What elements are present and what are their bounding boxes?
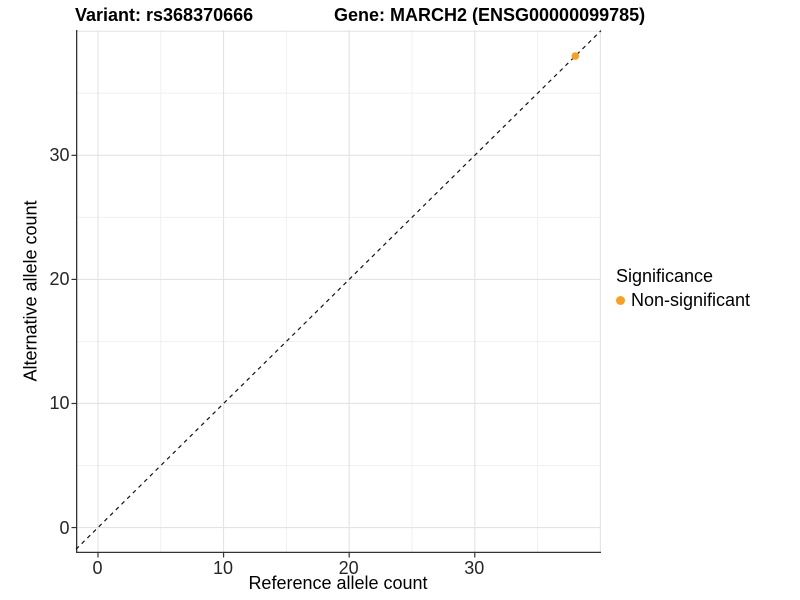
x-axis-title: Reference allele count — [248, 573, 428, 593]
legend-item[interactable]: Non-significant — [616, 290, 750, 311]
legend-item-label: Non-significant — [631, 290, 751, 310]
legend-marker-dot-icon — [616, 296, 625, 305]
y-tick-label: 0 — [59, 517, 70, 538]
plot-title-gene: Gene: MARCH2 (ENSG00000099785) — [334, 5, 646, 25]
legend-title: Significance — [616, 266, 714, 286]
x-tick-label: 0 — [92, 558, 103, 578]
plot-title-variant: Variant: rs368370666 — [75, 5, 254, 25]
y-axis-title: Alternative allele count — [20, 200, 41, 382]
x-tick-label: 30 — [464, 558, 485, 578]
y-tick-label: 10 — [49, 393, 70, 414]
legend: Significance Non-significant — [616, 266, 750, 311]
y-tick-label: 20 — [49, 269, 70, 290]
y-tick-label: 30 — [49, 145, 70, 166]
x-tick-label: 20 — [338, 558, 359, 578]
identity-line — [75, 30, 601, 550]
plot-canvas — [71, 30, 601, 558]
data-point[interactable] — [570, 52, 579, 60]
x-tick-label: 10 — [213, 558, 234, 578]
plot-panel — [71, 30, 601, 558]
